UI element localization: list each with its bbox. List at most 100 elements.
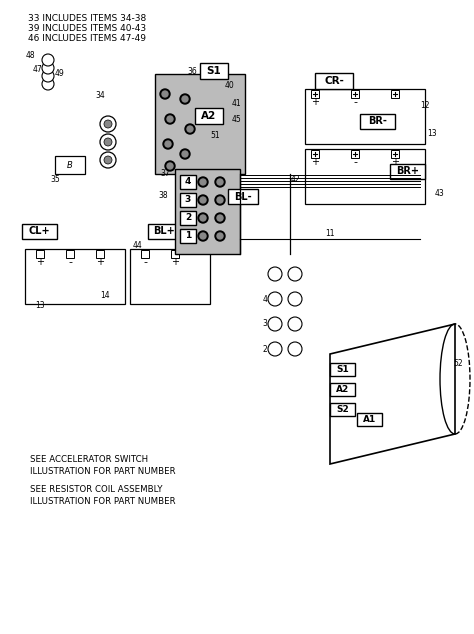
Circle shape [217,179,223,185]
Bar [175,169,240,254]
Circle shape [100,116,116,132]
Text: 14: 14 [100,292,110,301]
Text: 3: 3 [263,320,267,328]
Bar [180,229,196,243]
Bar [155,74,245,174]
Bar [305,149,425,204]
Circle shape [288,342,302,356]
Text: -: - [353,157,357,167]
Circle shape [288,292,302,306]
Text: 39 INCLUDES ITEMS 40-43: 39 INCLUDES ITEMS 40-43 [28,24,146,33]
Bar [66,250,74,258]
Bar [311,150,319,158]
Circle shape [200,233,206,239]
Text: +: + [311,157,319,167]
Circle shape [288,267,302,281]
Circle shape [182,151,188,157]
Text: 47: 47 [33,65,43,74]
Text: +: + [96,257,104,267]
Bar [200,63,228,79]
Circle shape [182,96,188,102]
Text: 52: 52 [453,359,463,368]
Circle shape [180,94,190,104]
Text: ILLUSTRATION FOR PART NUMBER: ILLUSTRATION FOR PART NUMBER [30,496,176,505]
Bar [130,249,210,304]
Text: +: + [311,97,319,107]
Circle shape [200,179,206,185]
Text: 11: 11 [325,230,335,238]
Text: SEE ACCELERATOR SWITCH: SEE ACCELERATOR SWITCH [30,455,148,463]
Text: 36: 36 [187,67,197,77]
Circle shape [165,114,175,124]
Text: 34: 34 [95,91,105,101]
Bar [391,90,399,98]
Bar [148,224,181,239]
Text: 40: 40 [225,82,235,91]
Text: -: - [143,257,147,267]
Circle shape [187,126,193,132]
Circle shape [215,195,225,205]
Text: 49: 49 [55,70,65,79]
Circle shape [198,231,208,241]
Bar [195,108,223,124]
Bar [141,250,149,258]
Bar [22,224,57,239]
Bar [330,383,355,396]
Circle shape [165,161,175,171]
Bar [180,193,196,207]
Text: 33 INCLUDES ITEMS 34-38: 33 INCLUDES ITEMS 34-38 [28,14,146,23]
Bar [357,413,382,426]
Bar [180,211,196,225]
Bar [390,164,425,179]
Bar [180,175,196,189]
Text: CR-: CR- [324,76,344,86]
Bar [25,249,125,304]
Text: 1: 1 [185,231,191,240]
Circle shape [180,149,190,159]
Text: +: + [36,257,44,267]
Text: 37: 37 [160,169,170,179]
Polygon shape [330,324,455,464]
Circle shape [167,116,173,122]
Bar [330,363,355,376]
Text: 12: 12 [420,101,430,110]
Text: S1: S1 [207,66,221,76]
Text: ILLUSTRATION FOR PART NUMBER: ILLUSTRATION FOR PART NUMBER [30,467,176,476]
Circle shape [198,177,208,187]
Bar [55,156,85,174]
Bar [171,250,179,258]
Text: +: + [391,157,399,167]
Circle shape [163,139,173,149]
Circle shape [217,233,223,239]
Text: 41: 41 [231,100,241,108]
Circle shape [100,152,116,168]
Bar [305,89,425,144]
Text: +: + [171,257,179,267]
Circle shape [268,292,282,306]
Circle shape [215,213,225,223]
Text: A2: A2 [201,111,217,121]
Text: 4: 4 [185,178,191,186]
Circle shape [198,213,208,223]
Text: BR-: BR- [368,117,387,127]
Bar [330,403,355,416]
Text: 51: 51 [210,131,220,141]
Text: 2: 2 [185,214,191,223]
Text: 46 INCLUDES ITEMS 47-49: 46 INCLUDES ITEMS 47-49 [28,34,146,43]
Circle shape [215,231,225,241]
Circle shape [42,78,54,90]
Text: 35: 35 [50,174,60,183]
Text: 48: 48 [25,51,35,60]
Circle shape [268,317,282,331]
Circle shape [165,141,171,147]
Text: 2: 2 [263,344,267,354]
Circle shape [200,197,206,203]
Text: BL-: BL- [234,191,252,202]
Circle shape [104,138,112,146]
Circle shape [185,124,195,134]
Text: 42: 42 [290,174,300,183]
Text: BR+: BR+ [396,167,419,176]
Circle shape [104,156,112,164]
Text: 4: 4 [263,295,267,304]
Circle shape [162,91,168,97]
